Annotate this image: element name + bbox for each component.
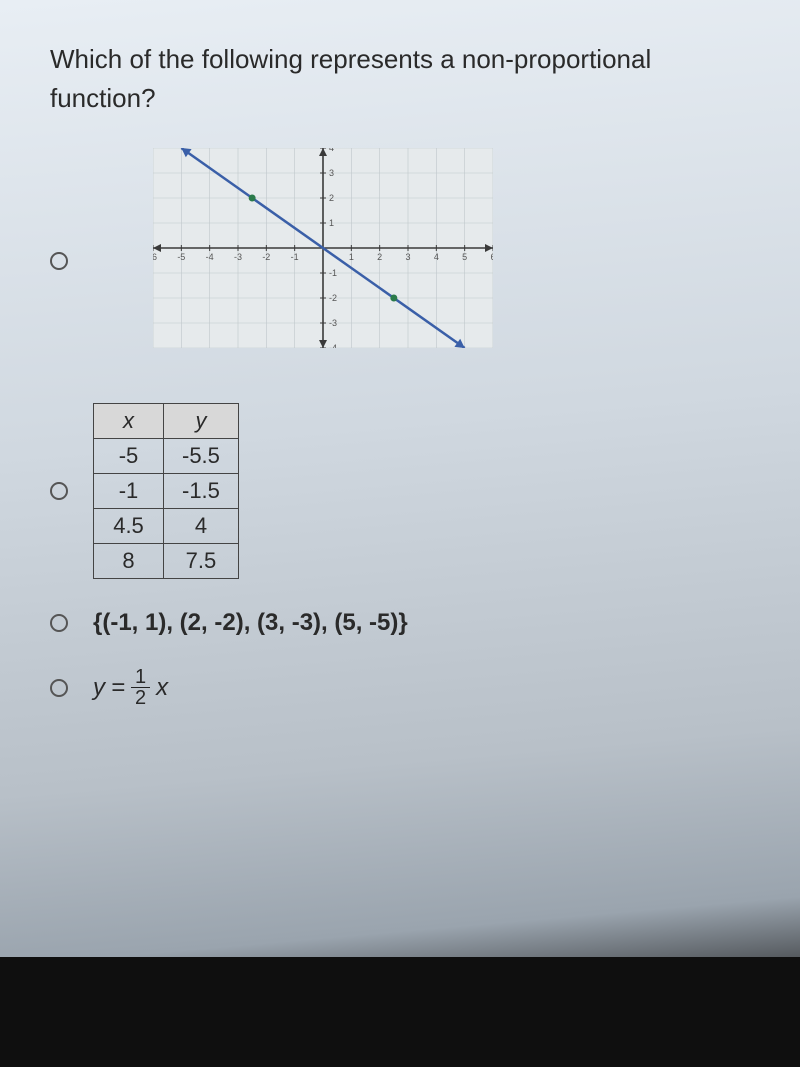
option-table-row: x y -5-5.5-1-1.54.5487.5 [50, 403, 750, 579]
table-row: -1-1.5 [94, 474, 239, 509]
bottom-dark-region [0, 957, 800, 1067]
svg-text:-5: -5 [177, 252, 185, 262]
radio-option-c[interactable] [50, 614, 68, 632]
table-cell: 4 [164, 509, 239, 544]
option-set-row: {(-1, 1), (2, -2), (3, -3), (5, -5)} [50, 609, 750, 637]
table-row: 87.5 [94, 544, 239, 579]
ordered-pairs-set: {(-1, 1), (2, -2), (3, -3), (5, -5)} [93, 609, 408, 637]
table-row: 4.54 [94, 509, 239, 544]
svg-text:-1: -1 [291, 252, 299, 262]
chart-container: -6 -5 -4 -3 -2 -1 1 2 3 4 5 6 -4 -3 -2 -1 1 2 3 4 [153, 148, 493, 348]
table-header-y: y [164, 404, 239, 439]
svg-text:-3: -3 [234, 252, 242, 262]
svg-text:-4: -4 [206, 252, 214, 262]
table-cell: -1.5 [164, 474, 239, 509]
equation: y = 1 2 x [93, 667, 168, 708]
equation-equals: = [111, 674, 125, 702]
radio-option-d[interactable] [50, 679, 68, 697]
option-graph-row: -6 -5 -4 -3 -2 -1 1 2 3 4 5 6 -4 -3 -2 -1 1 2 3 4 [50, 148, 750, 373]
svg-text:6: 6 [490, 252, 493, 262]
svg-text:-4: -4 [329, 343, 337, 348]
table-cell: -1 [94, 474, 164, 509]
table-cell: 8 [94, 544, 164, 579]
table-cell: 7.5 [164, 544, 239, 579]
svg-text:-6: -6 [153, 252, 157, 262]
fraction-numerator: 1 [131, 667, 150, 688]
equation-fraction: 1 2 [131, 667, 150, 708]
svg-text:-2: -2 [329, 293, 337, 303]
svg-text:3: 3 [329, 168, 334, 178]
table-cell: 4.5 [94, 509, 164, 544]
question-text: Which of the following represents a non-… [50, 40, 750, 118]
table-row: -5-5.5 [94, 439, 239, 474]
option-equation-row: y = 1 2 x [50, 667, 750, 708]
equation-rhs: x [156, 674, 168, 702]
radio-option-a[interactable] [50, 252, 68, 270]
table-cell: -5 [94, 439, 164, 474]
radio-option-b[interactable] [50, 482, 68, 500]
xy-table: x y -5-5.5-1-1.54.5487.5 [93, 403, 239, 579]
svg-text:2: 2 [329, 193, 334, 203]
svg-text:-2: -2 [262, 252, 270, 262]
table-cell: -5.5 [164, 439, 239, 474]
coordinate-plane-chart: -6 -5 -4 -3 -2 -1 1 2 3 4 5 6 -4 -3 -2 -1 1 2 3 4 [153, 148, 493, 348]
svg-text:-3: -3 [329, 318, 337, 328]
svg-text:1: 1 [349, 252, 354, 262]
fraction-denominator: 2 [131, 688, 150, 708]
svg-text:4: 4 [329, 148, 334, 153]
svg-text:1: 1 [329, 218, 334, 228]
table-header-x: x [94, 404, 164, 439]
svg-text:2: 2 [377, 252, 382, 262]
svg-text:3: 3 [405, 252, 410, 262]
svg-text:-1: -1 [329, 268, 337, 278]
svg-text:5: 5 [462, 252, 467, 262]
svg-text:4: 4 [434, 252, 439, 262]
equation-lhs: y [93, 674, 105, 702]
